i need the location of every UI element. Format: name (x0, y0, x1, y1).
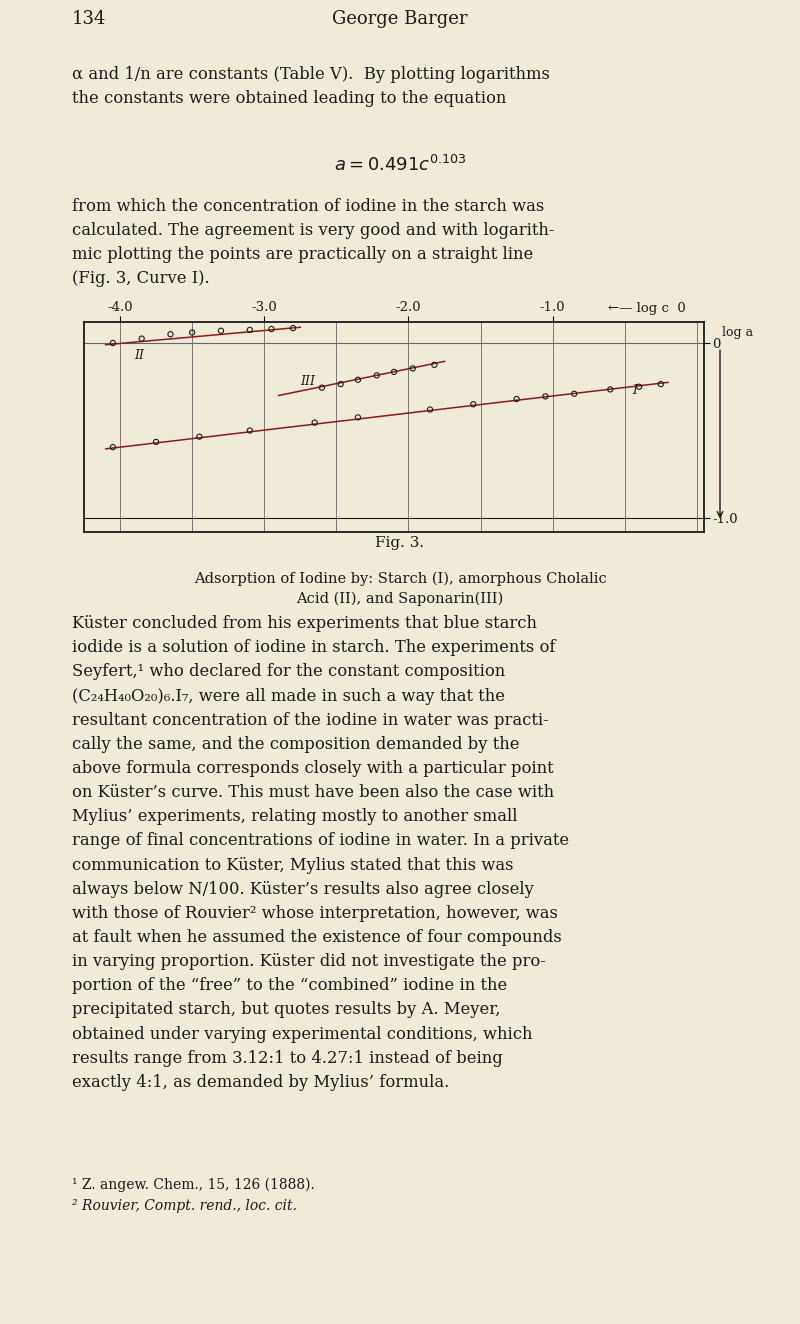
Point (286, 318, 299, 339)
Text: Adsorption of Iodine by: Starch (I), amorphous Cholalic
Acid (II), and Saponarin: Adsorption of Iodine by: Starch (I), amo… (194, 572, 606, 606)
Point (633, 376, 646, 397)
Point (243, 420, 256, 441)
Point (150, 432, 162, 453)
Text: II: II (134, 348, 145, 361)
Point (539, 385, 552, 406)
Text: ² Rouvier, Compt. rend., loc. cit.: ² Rouvier, Compt. rend., loc. cit. (72, 1200, 297, 1213)
Point (243, 319, 256, 340)
Point (135, 328, 148, 350)
Point (604, 379, 617, 400)
Point (106, 332, 119, 354)
Point (193, 426, 206, 448)
Text: log a: log a (722, 326, 754, 339)
Point (308, 412, 321, 433)
Point (510, 388, 523, 409)
Text: Küster concluded from his experiments that blue starch
iodide is a solution of i: Küster concluded from his experiments th… (72, 616, 569, 1091)
Point (424, 399, 437, 420)
Point (351, 369, 364, 391)
Text: α and 1/n are constants (Table V).  By plotting logarithms
the constants were ob: α and 1/n are constants (Table V). By pl… (72, 66, 550, 107)
Point (568, 383, 581, 404)
Point (387, 361, 400, 383)
Text: I: I (632, 384, 637, 397)
Point (406, 357, 419, 379)
Point (334, 373, 347, 395)
Text: ¹ Z. angew. Chem., 15, 126 (1888).: ¹ Z. angew. Chem., 15, 126 (1888). (72, 1177, 314, 1192)
Text: Fig. 3.: Fig. 3. (375, 536, 425, 549)
Text: 134: 134 (72, 9, 106, 28)
Point (654, 373, 667, 395)
Point (315, 377, 328, 399)
Point (428, 355, 441, 376)
Text: George Barger: George Barger (332, 9, 468, 28)
Point (186, 322, 198, 343)
Point (467, 393, 480, 414)
Text: from which the concentration of iodine in the starch was
calculated. The agreeme: from which the concentration of iodine i… (72, 199, 554, 287)
Text: III: III (300, 375, 315, 388)
Point (214, 320, 227, 342)
Text: ←— log c  0: ←— log c 0 (608, 302, 686, 315)
Point (265, 318, 278, 339)
Point (164, 323, 177, 344)
Point (106, 437, 119, 458)
Text: $a = 0.491c^{0.103}$: $a = 0.491c^{0.103}$ (334, 155, 466, 175)
Point (370, 365, 383, 387)
Point (351, 406, 364, 428)
